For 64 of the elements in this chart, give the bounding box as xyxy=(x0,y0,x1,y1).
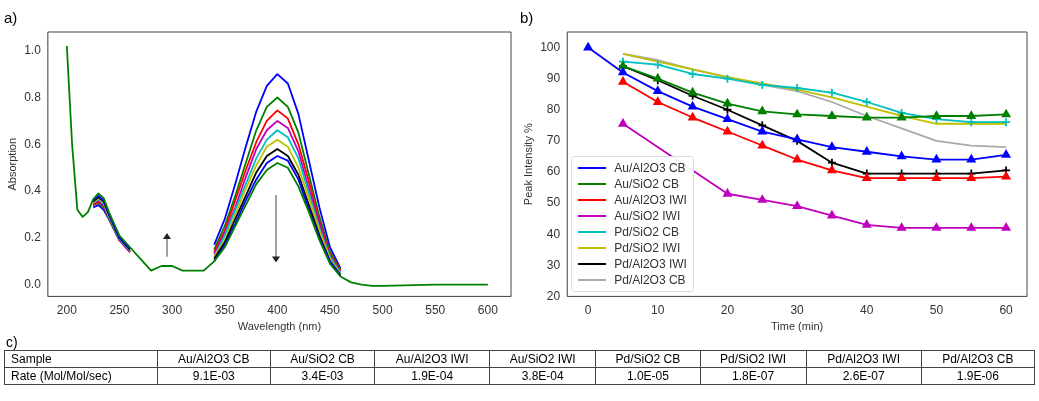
legend-label: Au/SiO2 CB xyxy=(614,176,679,193)
x-tick-label: 400 xyxy=(267,302,288,317)
text: 9.1E-03 xyxy=(192,369,235,383)
chart-title: b) xyxy=(520,9,534,27)
legend-label: Pd/Al2O3 IWI xyxy=(614,256,687,273)
legend-label: Au/Al2O3 CB xyxy=(614,160,686,177)
text: 3.8E-04 xyxy=(521,369,564,383)
legend-label: Pd/SiO2 IWI xyxy=(614,240,681,257)
text: 1.8E-07 xyxy=(732,369,775,383)
x-tick-label: 50 xyxy=(929,302,944,317)
x-tick-label: 250 xyxy=(109,302,130,317)
text: 1.9E-04 xyxy=(411,369,454,383)
text: 1.0E-05 xyxy=(626,369,669,383)
category-label: Pd/SiO2 CB xyxy=(595,350,701,368)
category-label: Au/SiO2 CB xyxy=(270,350,375,368)
x-tick-label: 450 xyxy=(319,302,341,317)
y-tick-label: 0.0 xyxy=(24,277,42,292)
y-tick-label: 50 xyxy=(546,195,561,210)
y-axis-title: Peak Intensity % xyxy=(521,123,534,206)
legend-label: Pd/Al2O3 CB xyxy=(614,272,686,289)
category-label: Pd/SiO2 IWI xyxy=(700,350,807,368)
x-tick-label: 20 xyxy=(720,302,735,317)
category-label: Au/Al2O3 CB xyxy=(157,350,271,368)
legend-label: Pd/SiO2 CB xyxy=(614,224,679,241)
legend-label: Au/Al2O3 IWI xyxy=(614,192,687,209)
x-tick-label: 60 xyxy=(999,302,1014,317)
y-axis-title: Absorption xyxy=(5,137,18,191)
category-label: Pd/Al2O3 CB xyxy=(921,350,1035,368)
y-tick-label: 60 xyxy=(546,164,561,179)
y-tick-label: 1.0 xyxy=(24,43,42,58)
x-tick-label: 10 xyxy=(651,302,665,317)
x-tick-label: 40 xyxy=(860,302,874,317)
x-tick-label: 500 xyxy=(372,302,393,317)
y-tick-label: 30 xyxy=(546,257,561,272)
y-tick-label: 70 xyxy=(546,133,561,148)
category-label: Au/Al2O3 IWI xyxy=(374,350,490,368)
x-tick-label: 200 xyxy=(56,302,78,317)
text: 1.9E-06 xyxy=(956,369,999,383)
legend-label: Au/SiO2 IWI xyxy=(614,208,681,225)
text: 2.6E-07 xyxy=(842,369,885,383)
category-label: Pd/Al2O3 IWI xyxy=(806,350,922,368)
x-tick-label: 600 xyxy=(477,302,499,317)
y-tick-label: 0.8 xyxy=(24,89,42,104)
y-tick-label: 80 xyxy=(546,102,561,117)
text: c) xyxy=(6,334,19,350)
x-tick-label: 300 xyxy=(162,302,183,317)
x-tick-label: 350 xyxy=(214,302,236,317)
x-tick-label: 30 xyxy=(790,302,805,317)
chart-title: a) xyxy=(4,9,18,27)
y-tick-label: 0.6 xyxy=(24,136,42,151)
y-tick-label: 90 xyxy=(546,70,561,85)
text: Rate (Mol/Mol/sec) xyxy=(4,367,158,385)
y-tick-label: 20 xyxy=(546,288,561,303)
y-tick-label: 40 xyxy=(546,226,561,241)
x-axis-title: Time (min) xyxy=(771,320,824,333)
y-tick-label: 100 xyxy=(540,39,561,54)
text: Sample xyxy=(4,350,158,368)
x-axis-title: Wavelength (nm) xyxy=(237,320,322,333)
x-tick-label: 0 xyxy=(584,302,592,317)
category-label: Au/SiO2 IWI xyxy=(489,350,596,368)
y-tick-label: 0.4 xyxy=(24,183,42,198)
text: 3.4E-03 xyxy=(301,369,344,383)
y-tick-label: 0.2 xyxy=(24,230,42,245)
x-tick-label: 550 xyxy=(425,302,446,317)
